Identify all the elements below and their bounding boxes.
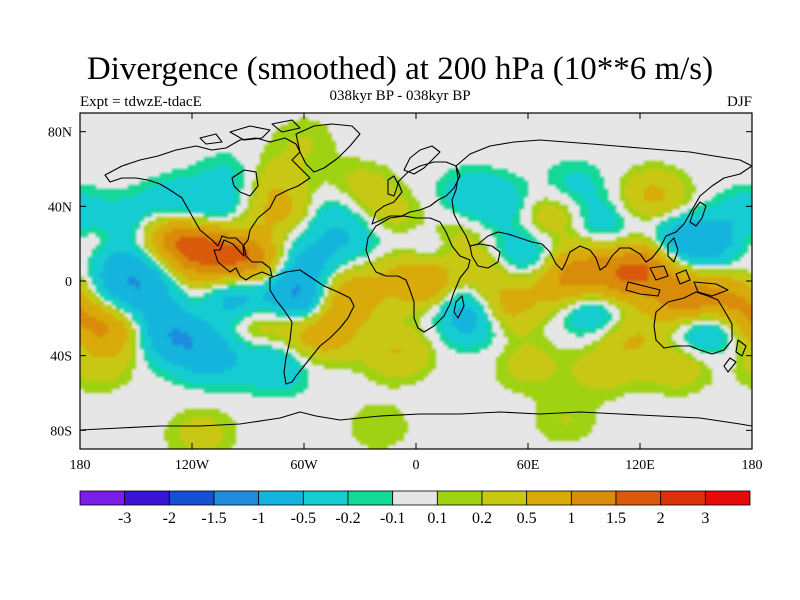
coastline-north-america bbox=[104, 137, 311, 281]
colorbar-label: 0.2 bbox=[472, 510, 492, 527]
lon-tick-label: 0 bbox=[413, 458, 420, 473]
colorbar-label: 3 bbox=[701, 510, 709, 527]
coastline-indonesia bbox=[625, 265, 729, 297]
coastline-africa bbox=[365, 215, 471, 333]
coastline-british-isles bbox=[387, 175, 399, 197]
colorbar-swatch bbox=[302, 490, 349, 506]
lat-tick-label: 80S bbox=[50, 424, 72, 439]
divergence-field bbox=[80, 113, 752, 449]
coastline-madagascar bbox=[453, 295, 465, 319]
colorbar-swatch bbox=[347, 490, 394, 506]
lon-tick-label: 60W bbox=[290, 458, 318, 473]
coastline-new-zealand bbox=[723, 339, 747, 373]
lat-tick-label: 80N bbox=[48, 126, 72, 141]
colorbar-label: -3 bbox=[118, 510, 131, 527]
coastline-arctic-islands bbox=[199, 119, 301, 145]
coastline-greenland bbox=[295, 123, 361, 173]
colorbar-label: -1.5 bbox=[201, 510, 226, 527]
latitude-axis: 80N 40N 0 40S 80S bbox=[48, 126, 752, 439]
coastline-south-america bbox=[269, 269, 355, 385]
coastline-arabia bbox=[469, 243, 501, 269]
colorbar-swatch bbox=[168, 490, 215, 506]
coastlines bbox=[80, 119, 752, 431]
coastline-australia bbox=[653, 291, 733, 355]
colorbar-label: 1.5 bbox=[606, 510, 626, 527]
figure-subtitle: 038kyr BP - 038kyr BP bbox=[329, 88, 471, 104]
colorbar-label: -0.5 bbox=[291, 510, 316, 527]
coastline-japan bbox=[689, 201, 707, 227]
colorbar-swatch bbox=[124, 490, 170, 506]
colorbar-swatch bbox=[213, 490, 260, 506]
colorbar-label: 2 bbox=[657, 510, 665, 527]
colorbar-swatch bbox=[570, 490, 617, 506]
colorbar-label: -0.1 bbox=[380, 510, 405, 527]
colorbar-label: 0.5 bbox=[517, 510, 537, 527]
colorbar-swatch bbox=[481, 490, 528, 506]
colorbar-swatch bbox=[704, 490, 751, 506]
colorbar-swatch bbox=[79, 490, 126, 506]
map-panel bbox=[79, 112, 753, 450]
coastline-philippines bbox=[667, 237, 679, 263]
colorbar-swatch bbox=[615, 490, 662, 506]
lon-tick-label: 180 bbox=[70, 458, 91, 473]
colorbar-swatch bbox=[660, 490, 706, 506]
colorbar-swatch bbox=[392, 490, 438, 506]
longitude-axis: 180 120W 60W 0 60E 120E 180 bbox=[70, 113, 763, 473]
lon-tick-label: 180 bbox=[742, 458, 763, 473]
lat-tick-label: 40S bbox=[50, 350, 72, 365]
colorbar: -3 -2 -1.5 -1 -0.5 -0.2 -0.1 0.1 0.2 0.5 1 1.5 2 3 bbox=[79, 490, 751, 527]
colorbar-label: -0.2 bbox=[335, 510, 360, 527]
coastline-hudson-bay bbox=[231, 169, 259, 197]
colorbar-label: 0.1 bbox=[427, 510, 447, 527]
colorbar-swatch bbox=[526, 490, 572, 506]
lon-tick-label: 60E bbox=[517, 458, 540, 473]
colorbar-swatch bbox=[258, 490, 304, 506]
lon-tick-label: 120W bbox=[175, 458, 210, 473]
season-label: DJF bbox=[726, 94, 752, 110]
lat-tick-label: 40N bbox=[48, 200, 72, 215]
colorbar-swatch bbox=[436, 490, 483, 506]
coastline-asia bbox=[451, 139, 752, 271]
coastline-antarctica bbox=[80, 411, 752, 431]
colorbar-label: 1 bbox=[567, 510, 575, 527]
experiment-label: Expt = tdwzE-tdacE bbox=[80, 94, 202, 110]
coastline-scandinavia bbox=[403, 145, 441, 175]
figure-title: Divergence (smoothed) at 200 hPa (10**6 … bbox=[86, 51, 714, 87]
lon-tick-label: 120E bbox=[625, 458, 655, 473]
colorbar-label: -1 bbox=[252, 510, 265, 527]
colorbar-label: -2 bbox=[163, 510, 176, 527]
lat-tick-label: 0 bbox=[65, 275, 72, 290]
